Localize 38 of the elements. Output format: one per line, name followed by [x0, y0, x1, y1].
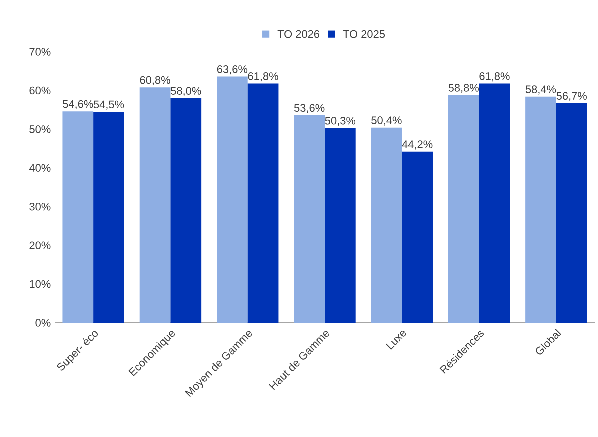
y-tick-label: 50%: [30, 126, 51, 134]
y-tick-label: 0%: [36, 319, 51, 327]
bar: [402, 152, 433, 323]
data-label: 56,7%: [556, 92, 587, 102]
y-tick-label: 60%: [30, 86, 51, 95]
bar: [371, 128, 402, 323]
data-label: 44,2%: [402, 140, 433, 150]
bar: [248, 84, 279, 323]
data-label: 53,6%: [294, 104, 325, 114]
data-label: 58,4%: [526, 86, 556, 95]
data-label: 58,0%: [171, 87, 202, 96]
bar: [479, 84, 510, 323]
legend-label: TO 2025: [343, 30, 386, 38]
data-label: 61,8%: [480, 72, 510, 82]
bar: [325, 128, 356, 323]
data-label: 50,3%: [325, 117, 356, 126]
data-label: 60,8%: [140, 76, 170, 86]
bar: [62, 112, 94, 323]
data-label: 63,6%: [217, 66, 248, 75]
bar: [170, 98, 202, 323]
data-label: 54,5%: [94, 100, 124, 110]
y-tick-label: 40%: [29, 164, 51, 172]
bar: [448, 95, 480, 323]
bar: [556, 103, 588, 323]
y-tick-label: 10%: [30, 280, 51, 288]
data-label: 50,4%: [372, 116, 402, 126]
data-label: 54,6%: [63, 100, 94, 110]
y-tick-label: 20%: [30, 242, 51, 250]
y-tick-label: 70%: [30, 48, 51, 56]
data-label: 61,8%: [248, 72, 278, 82]
bar: [294, 115, 325, 323]
data-label: 58,8%: [448, 84, 479, 94]
bar: [217, 76, 248, 323]
legend-label: TO 2026: [278, 30, 320, 38]
bar: [140, 88, 171, 323]
bar: [526, 96, 556, 323]
y-tick-label: 30%: [30, 202, 51, 211]
bar: [94, 112, 124, 323]
